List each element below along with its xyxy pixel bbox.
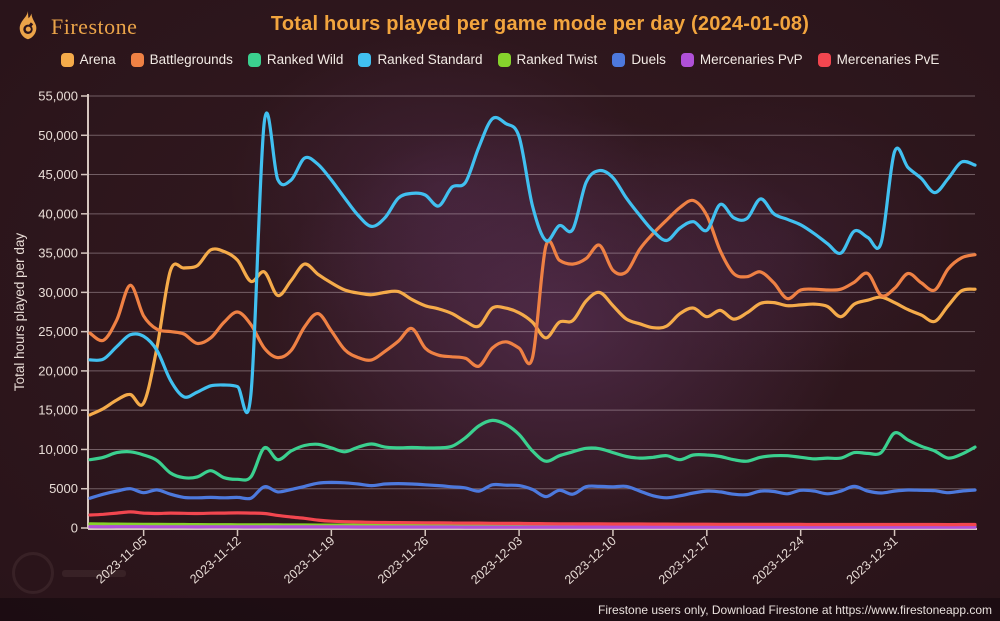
- x-axis: 2023-11-05 2023-11-12 2023-11-19 2023-11-26…: [93, 529, 901, 587]
- legend-swatch-mercenaries-pvp: [680, 52, 694, 67]
- x-tick-label: 2023-12-03: [468, 534, 525, 587]
- legend-label: Battlegrounds: [149, 52, 233, 67]
- series-line-ranked-standard: [88, 111, 977, 415]
- legend-item-arena[interactable]: Arena: [60, 52, 116, 67]
- chart-legend: Arena Battlegrounds Ranked Wild Ranked Stan…: [0, 52, 1000, 67]
- y-tick-label-15000: 15,000: [38, 403, 78, 418]
- legend-swatch-arena: [60, 52, 74, 67]
- x-tick-label: 2023-11-12: [187, 534, 243, 587]
- series-line-mercenaries-pvp: [88, 525, 977, 529]
- series-line-duels: [88, 480, 977, 501]
- legend-swatch-ranked-wild: [247, 52, 261, 67]
- y-tick-label-20000: 20,000: [38, 363, 78, 378]
- footer-bar: [0, 598, 1000, 621]
- legend-item-battlegrounds[interactable]: Battlegrounds: [130, 52, 233, 67]
- axes: [87, 94, 977, 530]
- logo-text: Firestone: [51, 14, 138, 39]
- series-line-arena: [88, 247, 977, 417]
- legend-swatch-mercenaries-pve: [817, 52, 831, 67]
- y-axis-title: Total hours played per day: [12, 233, 27, 392]
- y-tick-label-5000: 5000: [49, 481, 78, 496]
- y-tick-label-10000: 10,000: [38, 442, 78, 457]
- app-logo: Firestone: [13, 10, 137, 44]
- x-tick-label: 2023-11-26: [375, 534, 431, 587]
- x-tick-label: 2023-11-19: [281, 534, 337, 587]
- legend-item-ranked-standard[interactable]: Ranked Standard: [358, 52, 483, 67]
- legend-swatch-ranked-standard: [358, 52, 372, 67]
- x-tick-label: 2023-12-24: [750, 534, 807, 587]
- footer-note: Firestone users only, Download Firestone…: [598, 603, 992, 617]
- legend-item-ranked-twist[interactable]: Ranked Twist: [497, 52, 598, 67]
- y-tick-label-30000: 30,000: [38, 285, 78, 300]
- legend-item-duels[interactable]: Duels: [612, 52, 666, 67]
- legend-label: Arena: [79, 52, 116, 67]
- y-tick-label-25000: 25,000: [38, 324, 78, 339]
- series-line-ranked-wild: [88, 418, 977, 482]
- y-tick-label-45000: 45,000: [38, 167, 78, 182]
- y-tick-label-50000: 50,000: [38, 128, 78, 143]
- y-tick-label-55000: 55,000: [38, 89, 78, 104]
- flame-icon: [19, 11, 37, 40]
- legend-label: Mercenaries PvE: [836, 52, 940, 67]
- series-line-mercenaries-pve: [88, 510, 977, 527]
- legend-label: Ranked Wild: [266, 52, 344, 67]
- y-tick-label-0: 0: [71, 521, 78, 536]
- x-tick-label: 2023-12-10: [562, 534, 619, 587]
- x-tick-label: 2023-12-31: [844, 534, 901, 587]
- legend-label: Mercenaries PvP: [699, 52, 803, 67]
- legend-swatch-battlegrounds: [130, 52, 144, 67]
- legend-swatch-ranked-twist: [497, 52, 511, 67]
- y-tick-label-40000: 40,000: [38, 206, 78, 221]
- legend-swatch-duels: [612, 52, 626, 67]
- legend-label: Duels: [631, 52, 666, 67]
- y-tick-label-35000: 35,000: [38, 246, 78, 261]
- legend-label: Ranked Standard: [377, 52, 483, 67]
- legend-label: Ranked Twist: [516, 52, 598, 67]
- legend-item-ranked-wild[interactable]: Ranked Wild: [247, 52, 344, 67]
- page-title: Total hours played per game mode per day…: [270, 13, 810, 35]
- y-axis: 0 5000 10,000 15,000 20,000 25,000 30,000 35,00…: [38, 89, 88, 536]
- gridlines: [88, 95, 975, 490]
- legend-item-mercenaries-pvp[interactable]: Mercenaries PvP: [680, 52, 803, 67]
- x-tick-label: 2023-11-05: [93, 534, 149, 587]
- series-lines: [88, 111, 977, 529]
- x-tick-label: 2023-12-17: [656, 534, 713, 587]
- series-line-battlegrounds: [88, 198, 977, 369]
- legend-item-mercenaries-pve[interactable]: Mercenaries PvE: [817, 52, 940, 67]
